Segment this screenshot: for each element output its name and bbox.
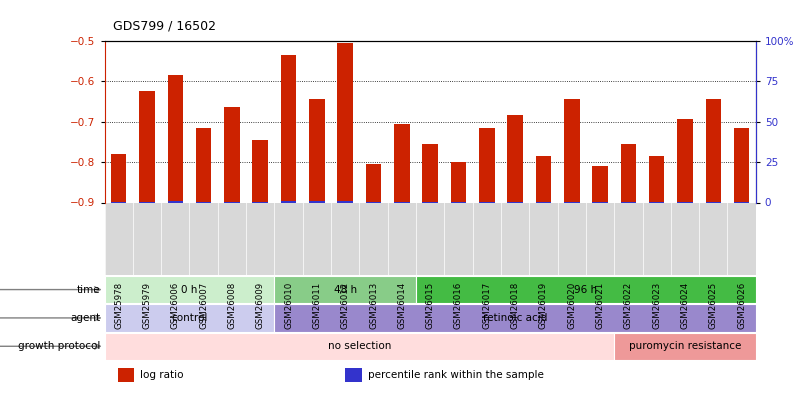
Bar <box>117 368 133 382</box>
FancyBboxPatch shape <box>104 304 274 332</box>
Bar <box>337 201 353 202</box>
Text: puromycin resistance: puromycin resistance <box>628 341 740 351</box>
Bar <box>620 144 635 202</box>
Bar <box>479 128 494 202</box>
Text: time: time <box>77 285 100 294</box>
Bar <box>167 201 183 202</box>
Bar <box>704 99 720 202</box>
Text: 48 h: 48 h <box>333 285 357 294</box>
Bar <box>111 154 126 202</box>
Text: log ratio: log ratio <box>141 370 184 379</box>
FancyBboxPatch shape <box>274 276 415 303</box>
FancyBboxPatch shape <box>104 333 613 360</box>
Bar <box>648 156 663 202</box>
Text: 96 h: 96 h <box>573 285 597 294</box>
Bar <box>365 164 381 202</box>
Text: GDS799 / 16502: GDS799 / 16502 <box>112 19 215 32</box>
Bar <box>592 166 607 202</box>
Text: control: control <box>171 313 207 323</box>
Bar <box>676 119 692 202</box>
Text: percentile rank within the sample: percentile rank within the sample <box>368 370 544 379</box>
Text: agent: agent <box>71 313 100 323</box>
Bar <box>393 124 409 202</box>
FancyBboxPatch shape <box>274 304 755 332</box>
Text: 0 h: 0 h <box>181 285 198 294</box>
Text: growth protocol: growth protocol <box>18 341 100 351</box>
Bar <box>139 91 155 202</box>
FancyBboxPatch shape <box>104 276 274 303</box>
Bar <box>535 156 551 202</box>
Bar <box>450 162 466 202</box>
Bar <box>507 115 522 202</box>
Bar <box>345 368 361 382</box>
Bar <box>196 128 211 202</box>
Bar <box>308 201 324 202</box>
Bar <box>252 140 267 202</box>
Bar <box>733 128 748 202</box>
FancyBboxPatch shape <box>613 333 755 360</box>
Text: retinoic acid: retinoic acid <box>483 313 547 323</box>
Bar <box>167 75 183 202</box>
Text: no selection: no selection <box>328 341 390 351</box>
Bar <box>563 99 579 202</box>
Bar <box>280 201 296 202</box>
Bar <box>280 55 296 202</box>
Bar <box>224 107 239 202</box>
Bar <box>422 144 438 202</box>
FancyBboxPatch shape <box>415 276 755 303</box>
Bar <box>337 43 353 202</box>
Bar <box>308 99 324 202</box>
